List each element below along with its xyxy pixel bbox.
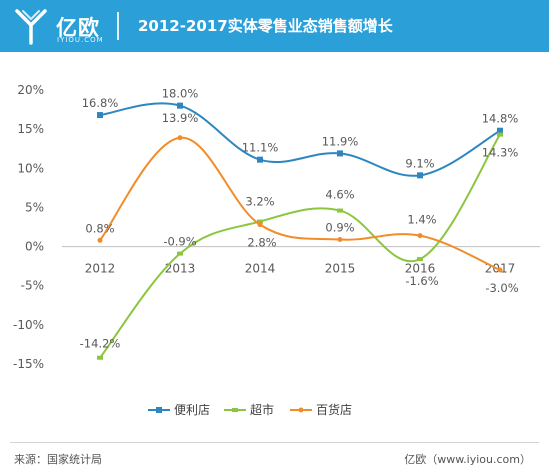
data-point-supermarket (337, 208, 343, 213)
legend-marker (156, 407, 162, 413)
y-tick-label: 15% (17, 122, 44, 136)
legend-marker (298, 407, 304, 413)
header-bar: 亿欧 IYIOU.COM 2012-2017实体零售业态销售额增长 (0, 0, 549, 52)
legend-label-supermarket: 超市 (250, 402, 274, 417)
data-label-supermarket: -1.6% (405, 274, 438, 288)
chart-title: 2012-2017实体零售业态销售额增长 (138, 17, 393, 35)
data-point-supermarket (417, 257, 423, 262)
x-tick-label: 2013 (165, 262, 196, 276)
y-tick-label: -5% (21, 279, 44, 293)
data-point-department-store (97, 237, 103, 243)
data-label-department-store: 2.8% (247, 236, 276, 250)
data-point-supermarket (97, 355, 103, 360)
legend-label-convenience-store: 便利店 (174, 403, 210, 417)
y-tick-label: 5% (25, 200, 44, 214)
data-label-supermarket: -14.2% (80, 337, 121, 351)
data-point-department-store (337, 237, 343, 243)
data-point-supermarket (177, 251, 183, 256)
legend-label-department-store: 百货店 (316, 402, 352, 417)
series-line-department-store (99, 136, 501, 271)
x-tick-label: 2016 (405, 262, 436, 276)
data-label-supermarket: 4.6% (325, 188, 354, 202)
data-point-department-store (257, 222, 263, 228)
data-point-department-store (417, 233, 423, 239)
data-label-department-store: -3.0% (485, 281, 518, 295)
y-tick-label: 20% (17, 83, 44, 97)
x-tick-label: 2012 (85, 262, 116, 276)
data-label-convenience-store: 14.8% (482, 112, 519, 126)
source-note: 来源：国家统计局 (14, 453, 102, 466)
y-tick-label: -15% (13, 357, 44, 371)
data-label-supermarket: 3.2% (245, 195, 274, 209)
line-chart: 20% 15% 10% 5% 0% -5% -10% -15% 2012 2013 2014 2015… (13, 83, 540, 417)
data-point-convenience-store (257, 156, 263, 163)
legend-marker (232, 408, 238, 412)
data-point-supermarket (497, 132, 503, 137)
data-point-convenience-store (417, 172, 423, 179)
data-point-convenience-store (337, 150, 343, 157)
x-tick-label: 2014 (245, 262, 276, 276)
header-divider (117, 12, 119, 40)
brand-domain: IYIOU.COM (57, 36, 104, 44)
data-point-convenience-store (497, 127, 503, 134)
data-label-supermarket: -0.9% (163, 235, 196, 249)
data-label-convenience-store: 16.8% (82, 96, 119, 110)
data-label-department-store: 1.4% (407, 213, 436, 227)
series-line-convenience-store (99, 102, 501, 177)
data-point-department-store (177, 135, 183, 141)
data-point-convenience-store (177, 102, 183, 109)
logo-icon (15, 9, 47, 45)
data-point-department-store (497, 267, 503, 273)
footer-brand: 亿欧（www.iyiou.com） (404, 453, 531, 466)
data-label-convenience-store: 11.9% (322, 134, 359, 148)
brand-logo: 亿欧 IYIOU.COM (14, 8, 124, 46)
data-label-convenience-store: 18.0% (162, 87, 199, 101)
data-label-convenience-store: 9.1% (405, 156, 434, 170)
data-label-supermarket: 14.3% (482, 146, 519, 160)
y-tick-label: -10% (13, 318, 44, 332)
footer-divider (10, 442, 539, 443)
data-label-department-store: 0.8% (85, 221, 114, 235)
data-point-convenience-store (97, 112, 103, 119)
data-label-convenience-store: 11.1% (242, 141, 279, 155)
y-tick-label: 10% (17, 161, 44, 175)
y-tick-label: 0% (25, 240, 44, 254)
data-label-department-store: 0.9% (325, 221, 354, 235)
data-point-supermarket (257, 219, 263, 224)
data-label-department-store: 13.9% (162, 111, 199, 125)
brand-name: 亿欧 (56, 16, 100, 40)
x-tick-label: 2015 (325, 262, 356, 276)
